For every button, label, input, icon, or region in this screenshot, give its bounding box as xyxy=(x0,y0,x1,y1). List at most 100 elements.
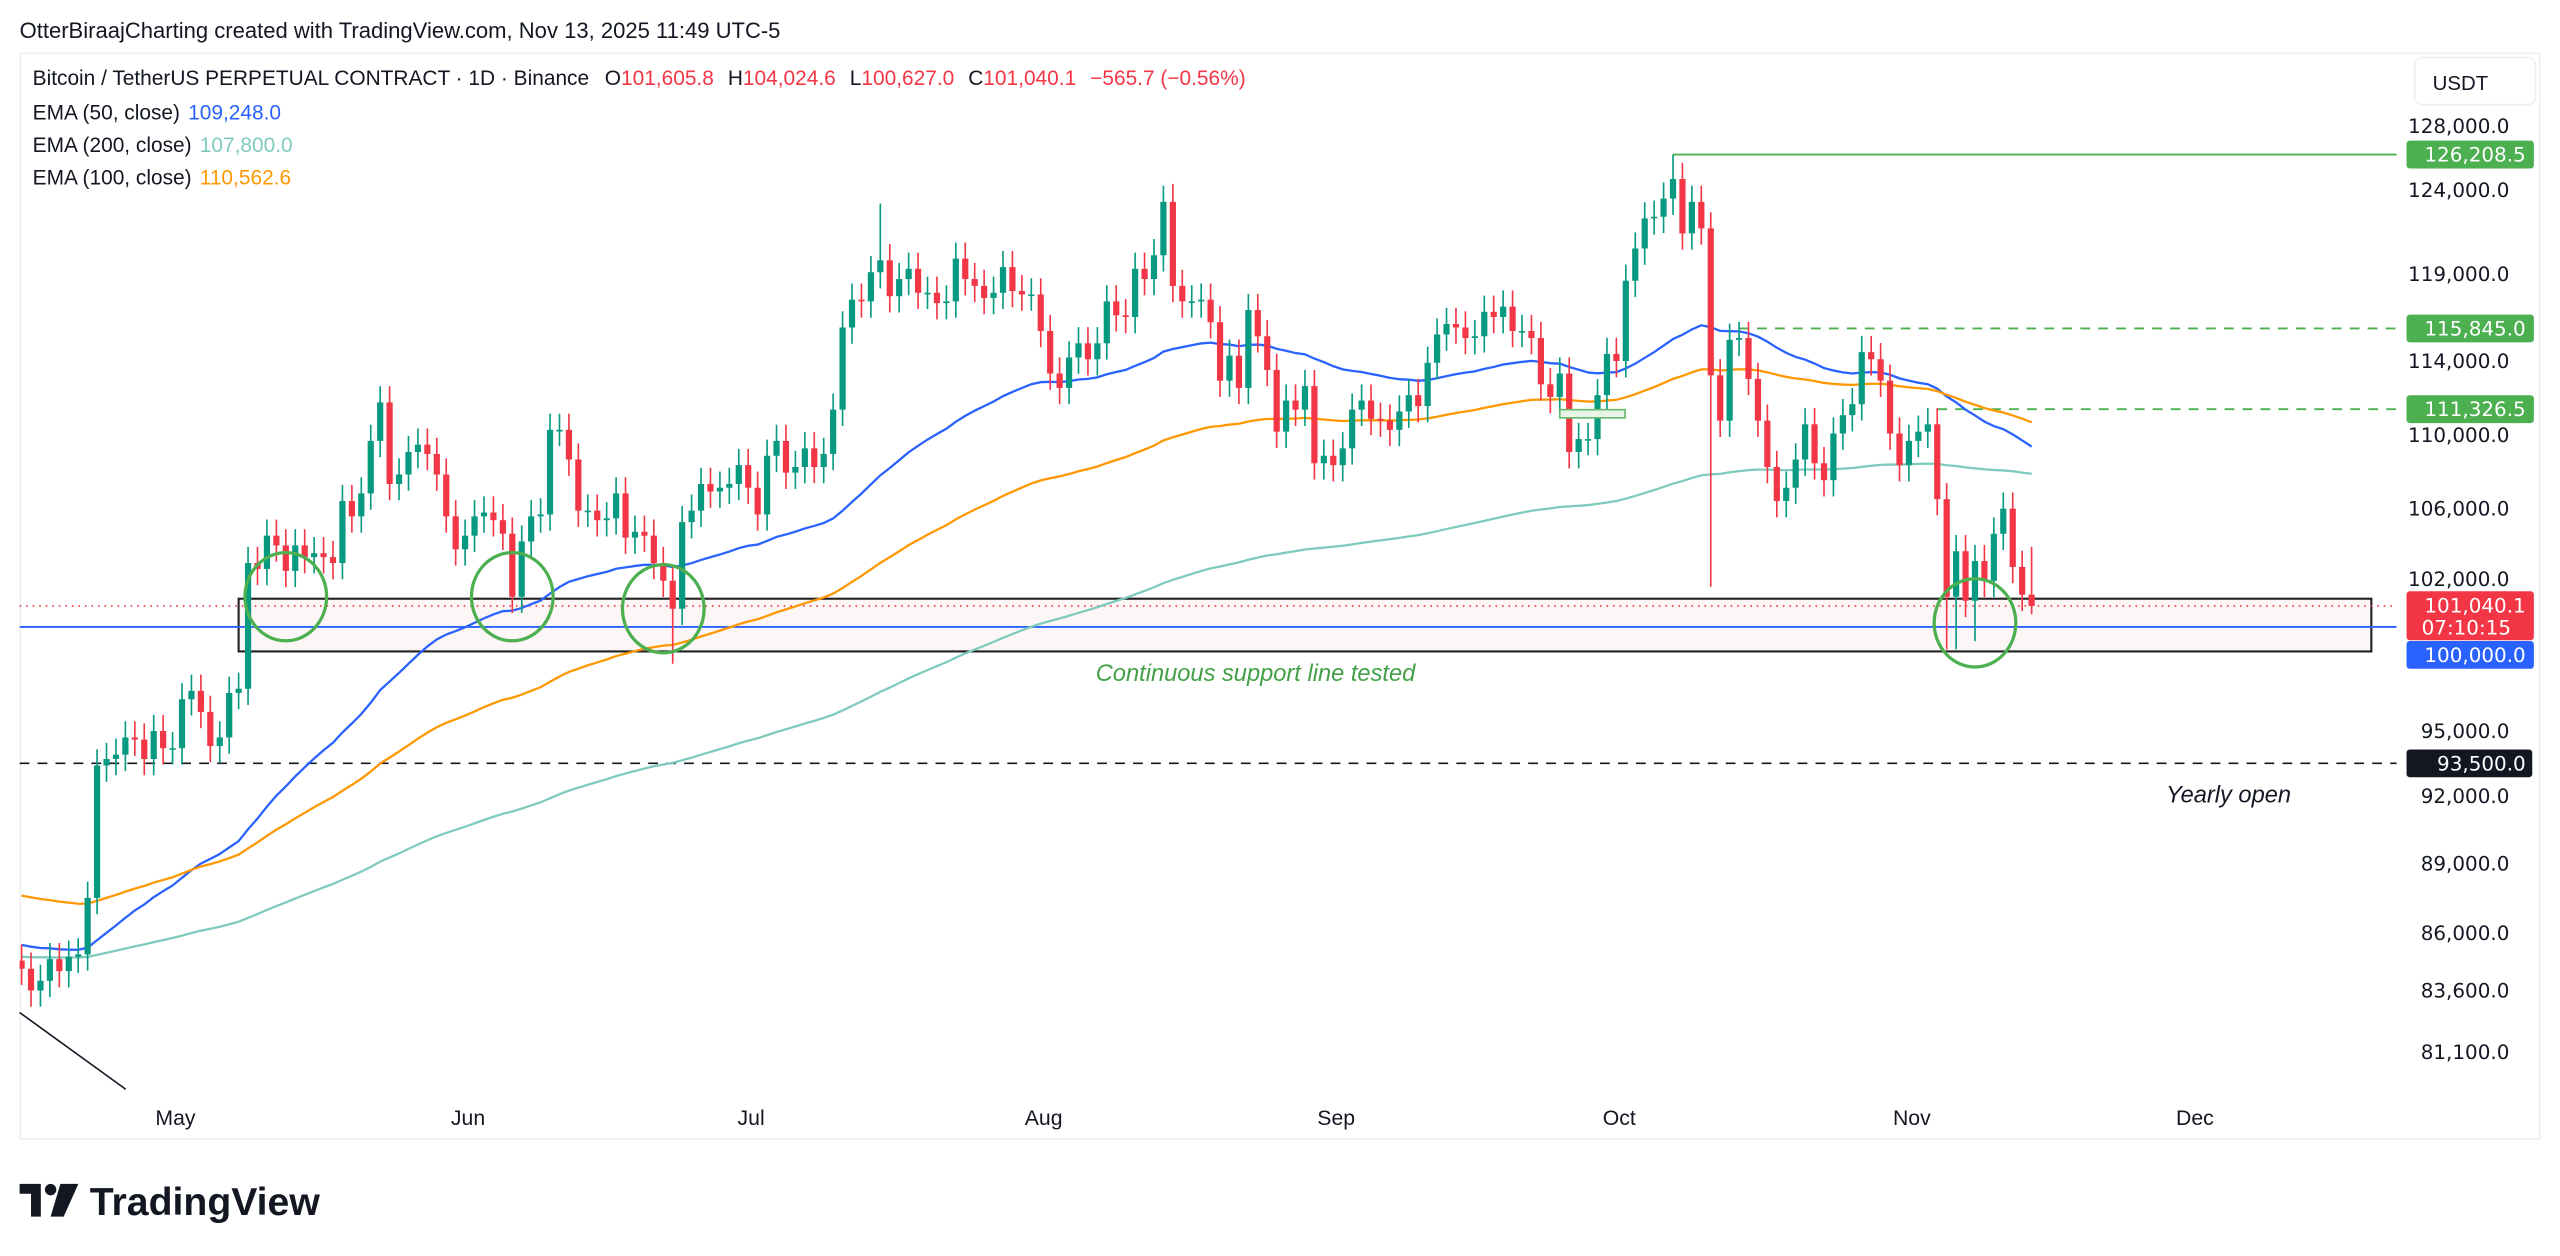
candle xyxy=(499,504,506,551)
candle-body xyxy=(1830,433,1837,481)
price-tick-label: 128,000.0 xyxy=(2408,115,2509,138)
candle-body xyxy=(962,258,969,280)
candle-body xyxy=(160,731,167,749)
candle-body xyxy=(877,260,884,273)
candle-body xyxy=(1584,439,1592,441)
candle-body xyxy=(150,731,157,759)
candle-body xyxy=(575,459,582,511)
candle xyxy=(848,283,856,344)
candle-body xyxy=(792,466,799,473)
candle xyxy=(197,674,204,729)
low-value: 100,627.0 xyxy=(861,67,954,90)
candle-body xyxy=(1754,378,1762,421)
candle xyxy=(1622,264,1629,378)
price-tick-label: 86,000.0 xyxy=(2421,922,2510,945)
candle-body xyxy=(1518,330,1526,333)
candle-body xyxy=(1717,375,1724,421)
candle xyxy=(1802,408,1809,476)
candle xyxy=(1415,378,1422,423)
ema-line-100 xyxy=(21,368,2033,905)
candle xyxy=(1962,535,1969,618)
candle-body xyxy=(1603,353,1611,396)
candle-body xyxy=(848,299,856,328)
candle-body xyxy=(1509,306,1516,331)
tradingview-logo[interactable]: TradingView xyxy=(19,1181,321,1224)
symbol-title[interactable]: Bitcoin / TetherUS PERPETUAL CONTRACT · … xyxy=(33,67,589,90)
candle-body xyxy=(1094,343,1101,360)
last-price-badge xyxy=(2406,591,2534,641)
candle xyxy=(75,938,82,974)
candle-body xyxy=(1811,424,1818,464)
legend-ema200[interactable]: EMA (200, close) 107,800.0 xyxy=(33,134,293,157)
candle xyxy=(622,477,629,554)
candle-body xyxy=(131,737,138,740)
candle xyxy=(594,494,601,537)
time-axis[interactable]: May Jun Jul Aug Sep Oct Nov Dec xyxy=(155,1107,2214,1130)
candle-body xyxy=(773,440,780,456)
candle-body xyxy=(377,402,384,441)
price-tick-label: 106,000.0 xyxy=(2408,498,2509,521)
legend-ema50[interactable]: EMA (50, close) 109,248.0 xyxy=(33,101,281,124)
candle xyxy=(443,458,450,533)
candle xyxy=(1254,293,1261,353)
candle-body xyxy=(178,699,186,749)
candle-body xyxy=(19,960,25,969)
legend-ema100[interactable]: EMA (100, close) 110,562.6 xyxy=(33,167,291,190)
candle xyxy=(1169,183,1176,303)
candle-body xyxy=(46,959,53,981)
candle xyxy=(1122,299,1129,334)
candle xyxy=(462,519,469,566)
open-value: 101,605.8 xyxy=(621,67,714,90)
candle xyxy=(1660,182,1667,234)
candle xyxy=(358,477,365,533)
candle-body xyxy=(2009,508,2016,567)
high-label: H xyxy=(728,67,743,90)
candle-body xyxy=(226,692,233,738)
candle-body xyxy=(1962,551,1969,601)
attribution-text: OtterBiraajCharting created with Trading… xyxy=(20,18,781,43)
candle xyxy=(1971,544,1979,642)
candle xyxy=(1283,384,1290,448)
candle-body xyxy=(1622,280,1629,362)
candle xyxy=(1150,239,1158,296)
candle xyxy=(377,386,384,458)
candle-body xyxy=(301,545,308,558)
countdown-text: 07:10:15 xyxy=(2422,617,2511,640)
candle xyxy=(1028,278,1035,311)
candle-body xyxy=(1339,448,1346,466)
candle-body xyxy=(1481,311,1488,337)
candle xyxy=(1943,482,1950,650)
candle xyxy=(160,714,167,765)
candle-body xyxy=(1745,338,1752,379)
candle-body xyxy=(1226,355,1233,381)
candle xyxy=(1273,353,1280,448)
candle-body xyxy=(2028,594,2035,606)
candle-body xyxy=(27,968,35,991)
candle-body xyxy=(509,533,516,597)
candle xyxy=(1726,323,1733,437)
candle xyxy=(858,283,865,318)
candle xyxy=(1481,295,1488,353)
candle xyxy=(1132,252,1139,334)
candle-body xyxy=(726,483,733,488)
candle xyxy=(1717,359,1724,437)
candle xyxy=(1688,185,1695,250)
candle xyxy=(1509,290,1516,348)
plot-area[interactable] xyxy=(18,153,2397,1007)
price-label-text: 93,500.0 xyxy=(2437,752,2526,775)
candle-body xyxy=(348,501,355,517)
price-axis[interactable]: 128,000.0 124,000.0 119,000.0 114,000.0 110,… xyxy=(2406,115,2534,1064)
annotations-layer xyxy=(19,408,2018,1090)
candle xyxy=(943,285,950,320)
candle xyxy=(405,435,412,491)
price-tick-label: 124,000.0 xyxy=(2408,179,2509,202)
candle-body xyxy=(528,516,535,542)
candle xyxy=(414,428,422,469)
currency-button[interactable]: USDT xyxy=(2413,56,2537,106)
candle xyxy=(263,519,271,586)
candle xyxy=(65,940,72,988)
candle-body xyxy=(443,474,450,517)
candle xyxy=(1698,185,1705,245)
price-label-badge xyxy=(2406,641,2534,669)
candle-body xyxy=(1424,362,1431,407)
